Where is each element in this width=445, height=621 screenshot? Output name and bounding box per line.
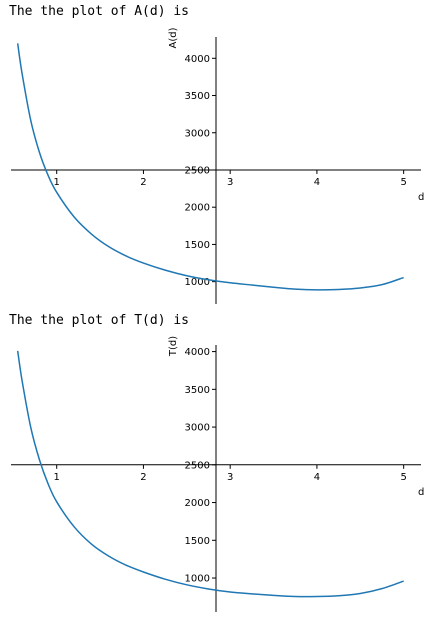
x-tick-label: 3	[227, 177, 233, 188]
x-tick-label: 4	[314, 472, 320, 483]
x-axis-label: d	[418, 192, 424, 203]
x-tick-label: 2	[140, 177, 146, 188]
plot-a-chart: 1 2 3 4 5 1000 1500 2000 2500 3000 3500 4000 d A(d)	[11, 27, 424, 304]
series-line	[16, 350, 404, 598]
y-tick-label: 4000	[185, 54, 210, 65]
y-tick-label: 3000	[185, 128, 210, 139]
y-tick-label: 2000	[185, 203, 210, 214]
output-text-t: The the plot of T(d) is	[9, 313, 190, 328]
output-text-a: The the plot of A(d) is	[9, 4, 190, 19]
x-tick-label: 5	[400, 472, 406, 483]
y-tick-label: 3000	[185, 423, 210, 434]
y-tick-label: 1000	[185, 277, 210, 288]
y-tick-label: 3500	[185, 385, 210, 396]
x-axis-label: d	[418, 487, 424, 498]
y-tick-label: 2000	[185, 498, 210, 509]
y-tick-label: 4000	[185, 347, 210, 358]
plot-t-chart: 1 2 3 4 5 1000 1500 2000 2500 3000 3500 4000 d T(d)	[11, 336, 424, 612]
x-tick-label: 1	[54, 177, 60, 188]
y-tick-label: 1500	[185, 240, 210, 251]
y-axis-label: A(d)	[168, 27, 179, 48]
x-tick-label: 2	[140, 472, 146, 483]
y-tick-label: 2500	[185, 460, 210, 471]
y-tick-label: 2500	[185, 165, 210, 176]
x-tick-label: 3	[227, 472, 233, 483]
y-tick-label: 1000	[185, 574, 210, 585]
y-tick-label: 3500	[185, 91, 210, 102]
series-line	[16, 43, 404, 291]
y-axis-label: T(d)	[168, 336, 179, 357]
x-tick-label: 1	[54, 472, 60, 483]
x-tick-label: 5	[400, 177, 406, 188]
x-tick-label: 4	[314, 177, 320, 188]
y-tick-label: 1500	[185, 536, 210, 547]
